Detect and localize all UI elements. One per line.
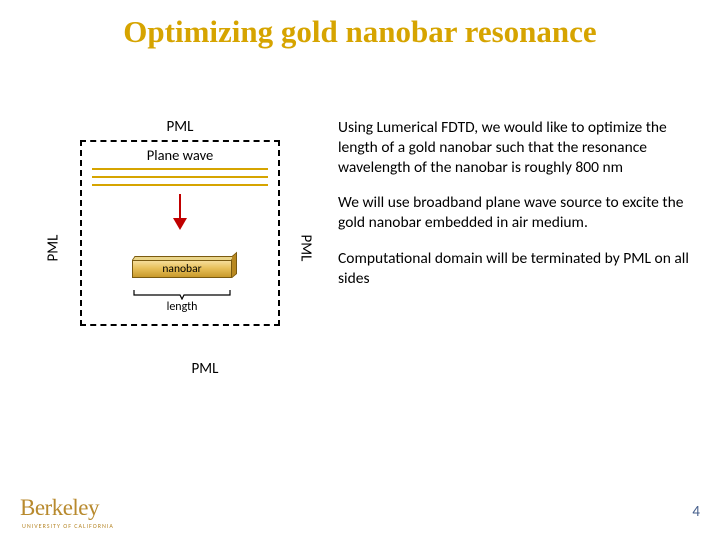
plane-wave-label: Plane wave — [82, 146, 278, 164]
berkeley-logo: Berkeley UNIVERSITY OF CALIFORNIA — [20, 495, 114, 529]
arrow-head-icon — [173, 218, 187, 230]
nanobar-label: nanobar — [133, 262, 231, 276]
plane-wave-line — [92, 176, 268, 178]
plane-wave-line — [92, 168, 268, 170]
slide-title: Optimizing gold nanobar resonance — [0, 14, 720, 50]
simulation-diagram: PML PML PML Plane wave nanobar — [30, 118, 330, 378]
simulation-box: Plane wave nanobar leng — [80, 140, 280, 326]
slide-footer: Berkeley UNIVERSITY OF CALIFORNIA 4 — [20, 494, 700, 530]
pml-label-top: PML — [30, 118, 330, 136]
length-label: length — [132, 300, 232, 314]
nanobar-side-face — [232, 252, 237, 278]
propagation-arrow — [173, 194, 187, 230]
pml-label-left: PML — [44, 235, 62, 262]
arrow-shaft — [179, 194, 181, 218]
logo-main-text: Berkeley — [20, 495, 114, 521]
nanobar-front-face: nanobar — [132, 260, 232, 278]
body-text: Using Lumerical FDTD, we would like to o… — [330, 118, 690, 378]
nanobar-shape: nanobar — [132, 260, 232, 278]
pml-label-right: PML — [296, 235, 314, 262]
page-number: 4 — [692, 503, 700, 521]
bracket-icon — [132, 288, 232, 300]
length-dimension: length — [132, 288, 232, 308]
plane-wave-line — [92, 184, 268, 186]
content-row: PML PML PML Plane wave nanobar — [30, 118, 690, 378]
pml-label-bottom: PML — [30, 360, 330, 378]
logo-sub-text: UNIVERSITY OF CALIFORNIA — [22, 522, 114, 530]
paragraph-2: We will use broadband plane wave source … — [338, 193, 690, 233]
paragraph-3: Computational domain will be terminated … — [338, 249, 690, 289]
plane-wave-lines — [92, 168, 268, 192]
paragraph-1: Using Lumerical FDTD, we would like to o… — [338, 118, 690, 177]
